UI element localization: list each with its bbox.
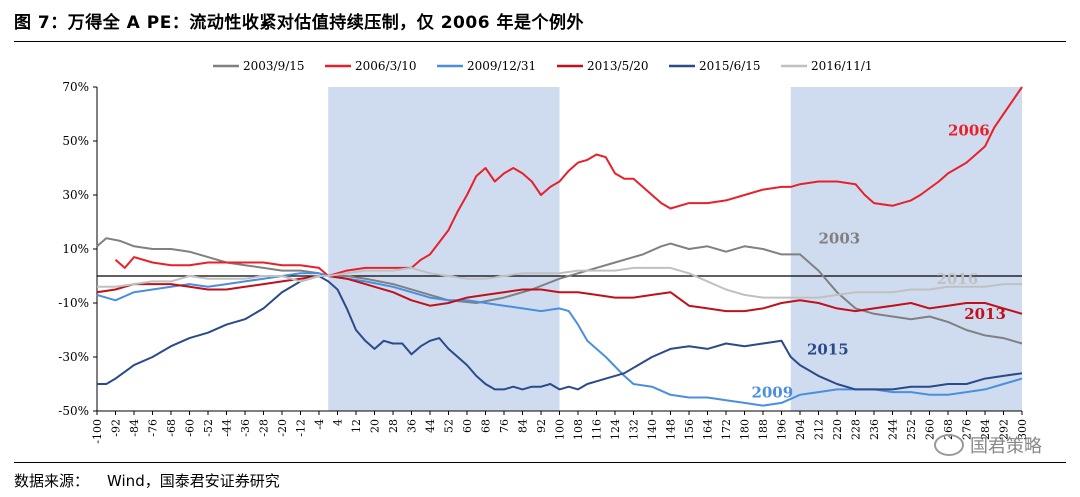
x-tick-label: -92 [110,419,123,437]
legend: 2003/9/15 2006/3/10 2009/12/31 2013/5/20 201… [213,59,873,73]
annotations: 2006 2003 2016 2013 2015 2009 [751,122,1006,402]
x-tick-label: -76 [147,419,160,437]
x-tick-label: 68 [480,419,493,433]
x-tick-label: 196 [776,419,789,440]
x-tick-label: 100 [554,419,567,440]
shaded-region-0 [328,87,560,411]
x-tick-label: 204 [794,419,807,440]
x-tick-label: 124 [609,419,622,440]
x-tick-label: 28 [387,419,400,433]
shaded-region-1 [790,87,1022,411]
x-tick-label: 148 [665,419,678,440]
series-annotation: 2006 [948,122,990,140]
x-tick-label: 292 [998,419,1011,440]
x-tick-label: 188 [757,419,770,440]
x-tick-label: 244 [887,419,900,440]
x-tick-label: -84 [128,419,141,437]
x-tick-label: 60 [461,419,474,433]
series-annotation: 2003 [819,230,861,248]
x-tick-label: 4 [332,419,345,426]
x-tick-label: -20 [276,419,289,437]
legend-label: 2015/6/15 [699,59,761,73]
axes: 70% 50% 30% 10% -10% -30% -50%-100 -92 -84 -76 -68… [58,80,1029,444]
x-tick-label: 300 [1016,419,1029,440]
footer-rule [14,462,1066,463]
x-tick-label: -36 [239,419,252,437]
series-annotation: 2013 [964,305,1006,323]
x-tick-label: 12 [350,419,363,433]
x-tick-label: 228 [850,419,863,440]
y-tick-label: -10% [58,296,89,310]
watermark-text: 国君策略 [970,436,1042,457]
x-tick-label: -12 [295,419,308,437]
x-tick-label: 116 [591,419,604,440]
x-tick-label: 132 [628,419,641,440]
x-tick-label: -68 [165,419,178,437]
x-tick-label: 76 [498,419,511,433]
y-tick-label: 70% [62,80,89,94]
x-tick-label: 180 [739,419,752,440]
wechat-logo-icon [934,434,964,456]
legend-label: 2003/9/15 [243,59,305,73]
x-tick-label: -52 [202,419,215,437]
x-tick-label: 156 [683,419,696,440]
x-tick-label: -28 [258,419,271,437]
y-tick-label: -30% [58,350,89,364]
x-tick-label: 260 [924,419,937,440]
y-tick-label: 50% [62,134,89,148]
series-line-2015/6/15 [97,275,1023,391]
legend-label: 2006/3/10 [355,59,417,73]
x-tick-label: 52 [443,419,456,433]
legend-label: 2016/11/1 [811,59,873,73]
series-line-2013/5/20 [96,275,1023,315]
x-tick-label: -60 [184,419,197,437]
legend-label: 2013/5/20 [587,59,649,73]
x-tick-label: -4 [313,419,326,430]
x-tick-label: 284 [979,419,992,440]
series-annotation: 2015 [807,340,849,358]
source-label: 数据来源： [14,472,90,490]
y-tick-label: 10% [62,242,89,256]
title-rule [14,41,1066,42]
x-tick-label: 172 [720,419,733,440]
x-tick-label: 20 [369,419,382,433]
x-tick-label: 92 [535,419,548,433]
source-value: Wind，国泰君安证券研究 [107,472,280,490]
legend-label: 2009/12/31 [467,59,536,73]
watermark: 国君策略 [934,432,1042,458]
x-tick-label: 44 [424,419,437,433]
y-tick-label: 30% [62,188,89,202]
x-tick-label: 252 [905,419,918,440]
page-title: 图 7：万得全 A PE：流动性收紧对估值持续压制，仅 2006 年是个例外 [14,13,584,33]
x-tick-label: 212 [813,419,826,440]
series-annotation: 2009 [751,384,793,402]
x-tick-label: 236 [868,419,881,440]
x-tick-label: -44 [221,419,234,437]
x-tick-label: -100 [91,419,104,444]
shaded-regions [328,87,1022,411]
y-tick-label: -50% [58,404,89,418]
x-tick-label: 164 [702,419,715,440]
x-tick-label: 276 [961,419,974,440]
source-note: 数据来源： Wind，国泰君安证券研究 [14,470,280,491]
x-tick-label: 36 [406,419,419,433]
x-tick-label: 220 [831,419,844,440]
series-annotation: 2016 [936,270,978,288]
series-lines [96,86,1023,407]
series-line-2016/11/1 [97,266,1022,299]
series-line-2006/3/10 [114,86,1023,277]
x-tick-label: 108 [572,419,585,440]
x-tick-label: 140 [646,419,659,440]
x-tick-label: 84 [517,419,530,433]
